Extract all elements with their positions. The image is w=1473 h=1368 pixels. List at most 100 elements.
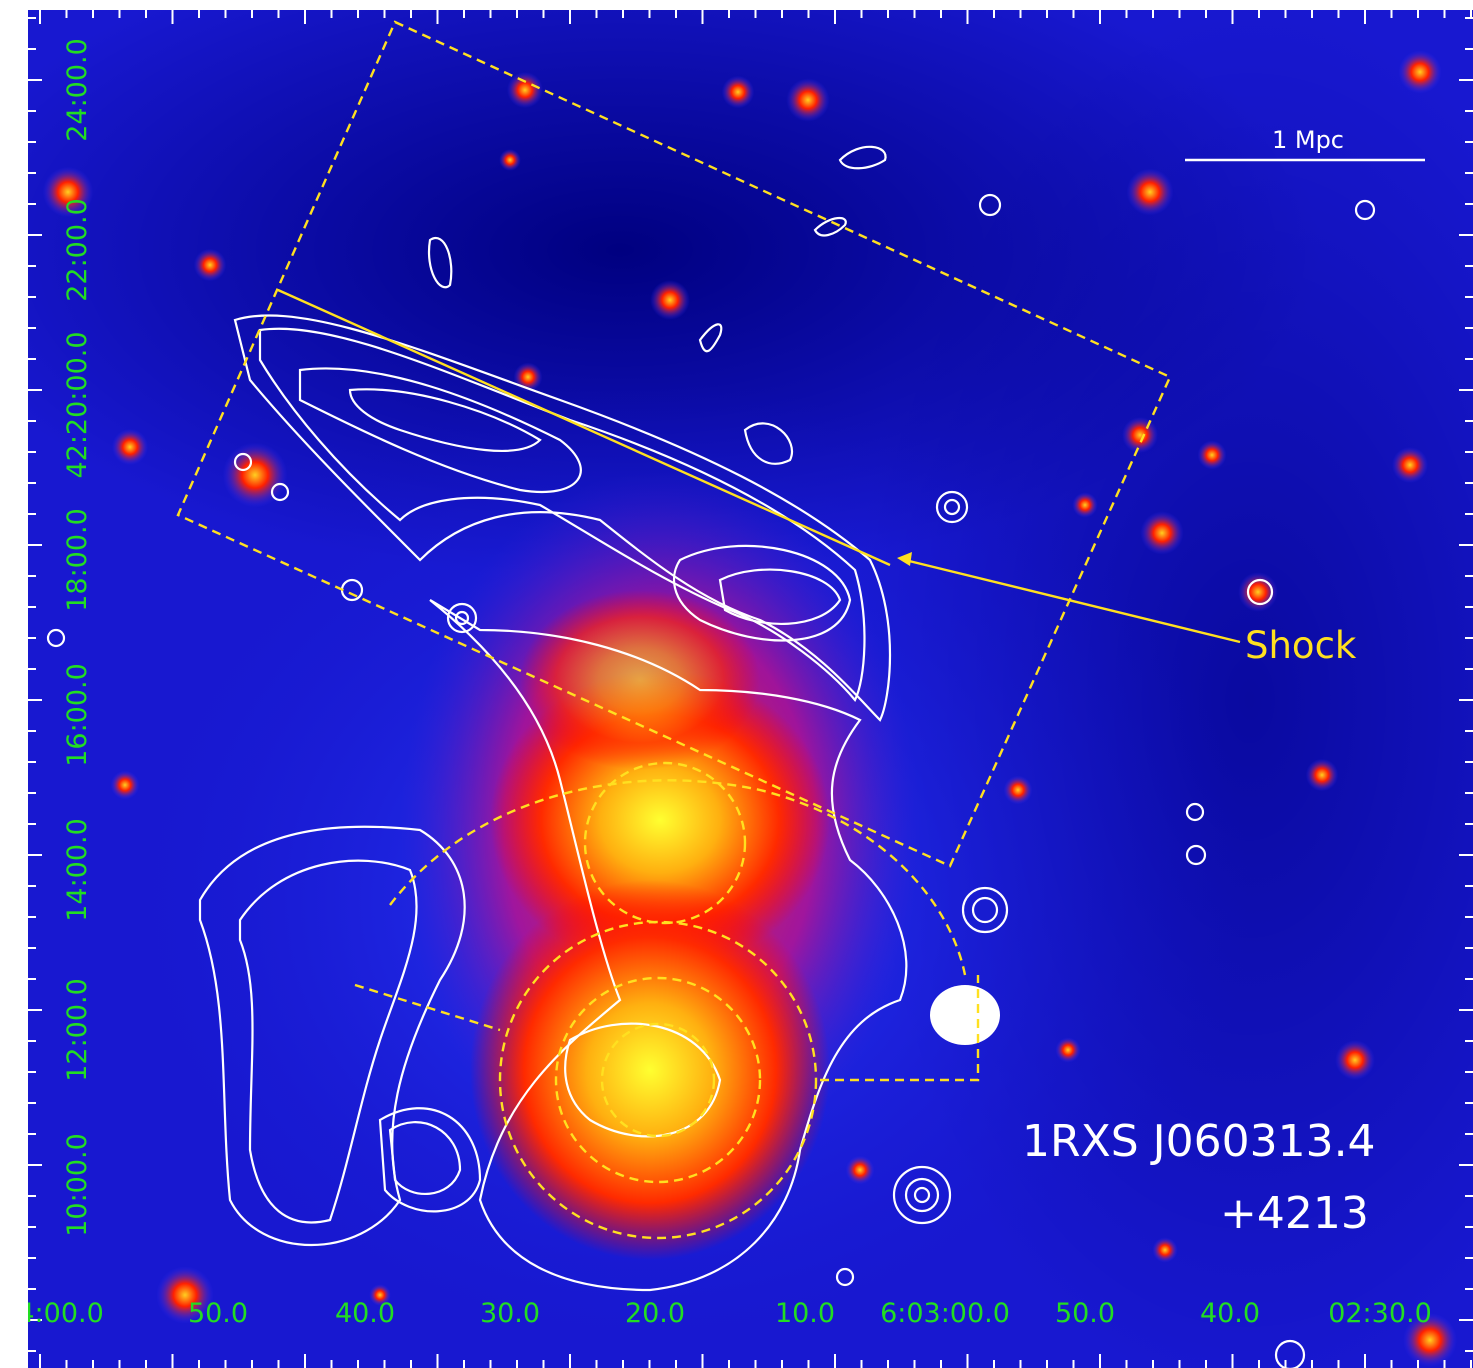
point-source (1305, 758, 1339, 792)
contour (270, 482, 290, 502)
point-source (1126, 168, 1174, 216)
ra-label: 20.0 (625, 1298, 685, 1329)
dec-label: 24:00.0 (62, 38, 93, 142)
ra-label: 50.0 (1055, 1298, 1115, 1329)
contour (1185, 844, 1207, 866)
contour (935, 490, 969, 524)
shock-arrow (904, 558, 1241, 644)
scale-label: 1 Mpc (1272, 126, 1344, 154)
shock-front (277, 288, 891, 567)
contour (378, 1107, 482, 1213)
point-source (112, 429, 148, 465)
source-name: 1RXS J060313.4 (1022, 1116, 1376, 1167)
point-source (110, 770, 140, 800)
contour (233, 452, 253, 472)
contour (835, 1267, 855, 1287)
point-source (1197, 440, 1227, 470)
region-circle (554, 976, 762, 1184)
contour (348, 388, 542, 453)
contour-source (930, 985, 1000, 1045)
point-source (1122, 417, 1158, 453)
contour (904, 1177, 940, 1213)
ra-label: 02:30.0 (1328, 1298, 1432, 1329)
region-circle (498, 920, 818, 1240)
dec-label: 18:00.0 (62, 508, 93, 612)
point-source (193, 248, 227, 282)
ra-label: 30.0 (480, 1298, 540, 1329)
contour (971, 896, 999, 924)
contour (1274, 1339, 1306, 1368)
point-source (786, 78, 830, 122)
point-source (156, 1266, 214, 1324)
emission (520, 590, 760, 770)
contour (718, 568, 842, 625)
ra-label: 6:03:00.0 (880, 1298, 1010, 1329)
sector-edge (820, 975, 980, 1082)
contour (961, 886, 1009, 934)
contour (388, 1121, 462, 1195)
contour (238, 859, 418, 1224)
point-source (1072, 492, 1098, 518)
contour (978, 193, 1002, 217)
point-source (650, 280, 690, 320)
contour (913, 1186, 931, 1204)
point-source (1403, 1313, 1457, 1367)
contour (892, 1165, 952, 1225)
point-source (499, 149, 521, 171)
point-sources (42, 50, 1457, 1367)
source-name: +4213 (1220, 1188, 1369, 1239)
sector-arc (389, 779, 967, 976)
ra-label: 40.0 (335, 1298, 395, 1329)
contour (1185, 802, 1205, 822)
emission-core (470, 880, 830, 1260)
point-source (369, 1284, 391, 1306)
point-source (1152, 1237, 1178, 1263)
sector-edge (354, 983, 501, 1032)
dec-labels: 24:00.0 22:00.0 42:20:00.0 18:00.0 16:00.0 14… (62, 38, 93, 1237)
dec-label: 12:00.0 (62, 978, 93, 1082)
ra-label: 40.0 (1200, 1298, 1260, 1329)
point-source (1055, 1037, 1081, 1063)
dec-label: 10:00.0 (62, 1133, 93, 1237)
point-source (222, 442, 288, 508)
upstream-box (176, 20, 1172, 868)
contour (298, 367, 582, 494)
contour (698, 323, 723, 353)
ra-labels: 04:00.0 50.0 40.0 30.0 20.0 10.0 6:03:00.0 50.0… (0, 1298, 1432, 1329)
contour (838, 145, 887, 170)
point-source (721, 75, 755, 109)
region-circle (600, 1022, 716, 1138)
radio-contours (46, 145, 1376, 1368)
contour (446, 602, 478, 634)
ra-label: 10.0 (775, 1298, 835, 1329)
contour (943, 498, 961, 516)
axis-ticks (28, 10, 1473, 1368)
dec-label: 22:00.0 (62, 198, 93, 302)
contour (429, 599, 908, 1292)
point-source (513, 362, 543, 392)
point-source (1140, 511, 1184, 555)
contour (672, 544, 852, 642)
point-source (507, 72, 543, 108)
ra-label: 50.0 (188, 1298, 248, 1329)
point-source (845, 1155, 875, 1185)
ra-label: 04:00.0 (0, 1298, 104, 1329)
point-source (1003, 775, 1033, 805)
contour (46, 628, 66, 648)
shock-label: Shock (1245, 624, 1357, 667)
contour (743, 422, 793, 465)
contour (1354, 199, 1376, 221)
point-source (1398, 50, 1442, 94)
dec-label: 16:00.0 (62, 663, 93, 767)
contour (813, 217, 847, 237)
dec-label: 14:00.0 (62, 818, 93, 922)
point-source (1335, 1040, 1375, 1080)
point-source (1392, 447, 1428, 483)
contour (454, 610, 470, 626)
regions (176, 20, 1241, 1240)
contour (427, 236, 453, 289)
